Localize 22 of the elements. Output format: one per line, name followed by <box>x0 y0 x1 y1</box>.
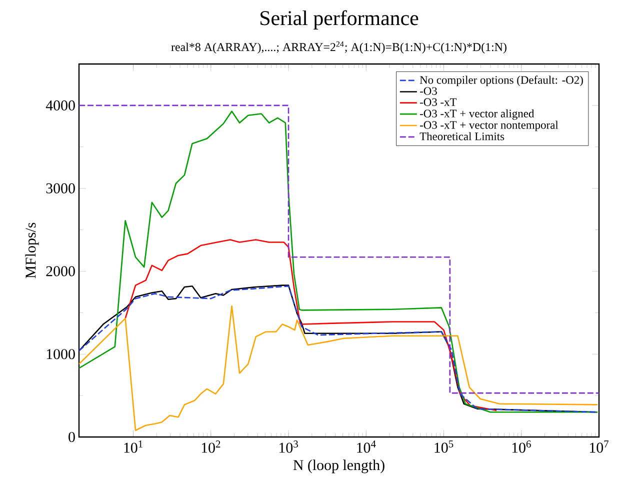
x-tick-label: 10$^{3}$ <box>279 440 298 453</box>
y-tick-label: 3000 <box>46 183 75 194</box>
y-tick-label: 0 <box>68 432 75 442</box>
legend-label: -O3 -xT + vector aligned <box>420 109 534 120</box>
legend-label: -O3 -xT <box>420 98 457 106</box>
legend-label: Theoretical Limits <box>420 132 504 140</box>
chart-title: Serial performance <box>260 10 418 30</box>
y-axis-title: MFlops/s <box>25 222 39 278</box>
x-tick-label: 10$^{4}$ <box>357 440 376 453</box>
x-tick-label: 10$^{7}$ <box>590 440 609 453</box>
legend-label: -O3 <box>420 87 437 95</box>
x-tick-label: 10$^{6}$ <box>512 440 531 453</box>
y-tick-label: 1000 <box>46 349 75 360</box>
x-tick-label: 10$^{5}$ <box>434 440 454 453</box>
x-tick-label: 10$^{2}$ <box>202 440 220 453</box>
x-tick-label: 10$^{1}$ <box>124 440 142 453</box>
x-axis-title: N (loop length) <box>293 460 384 474</box>
legend-label: No compiler options (Default: -O2) <box>420 76 583 86</box>
y-tick-label: 2000 <box>46 266 75 276</box>
y-tick-label: 4000 <box>46 100 75 110</box>
legend-label: -O3 -xT + vector nontemporal <box>420 120 558 132</box>
chart-subtitle: real*8 A(ARRAY),....; ARRAY=2$^{24}$; A(1:N)=B(1:N)+C(1:N)*D(1:N) <box>171 41 506 54</box>
